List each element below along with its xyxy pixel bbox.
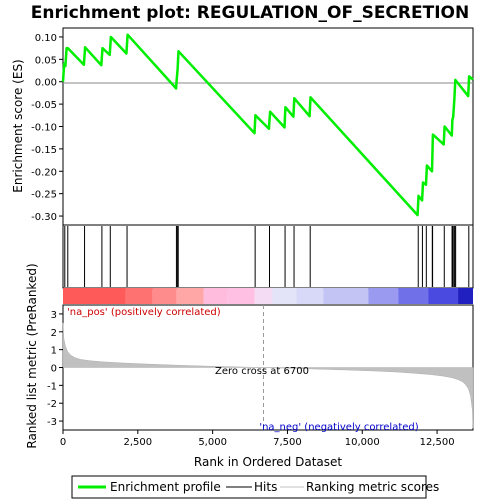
metric-y-tick-label: -1 — [47, 381, 57, 392]
enrichment-profile-line — [61, 33, 474, 217]
colorbar-segment — [227, 288, 255, 304]
rank-colorbar — [63, 288, 473, 304]
colorbar-segment — [428, 288, 459, 304]
colorbar-segment — [254, 288, 273, 304]
es-y-axis: 0.10 0.05 0.00 -0.05 -0.10 -0.15 -0.20 -0.25 -0.… — [31, 33, 63, 223]
colorbar-segment — [368, 288, 399, 304]
es-y-tick-label: -0.10 — [31, 123, 57, 134]
x-tick-label: 12,500 — [420, 437, 455, 448]
pos-correlated-label: 'na_pos' (positively correlated) — [67, 307, 221, 318]
chart-title: Enrichment plot: REGULATION_OF_SECRETION — [31, 3, 469, 23]
es-y-tick-label: 0.05 — [35, 55, 57, 66]
hits-panel — [62, 224, 474, 289]
colorbar-segment — [176, 288, 204, 304]
metric-y-tick-label: 3 — [51, 310, 57, 321]
zero-cross-label: Zero cross at 6700 — [215, 366, 309, 377]
metric-y-tick-label: 2 — [51, 328, 57, 339]
metric-y-axis-label: Ranked list metric (PreRanked) — [25, 263, 39, 448]
neg-correlated-label: 'na_neg' (negatively correlated) — [259, 422, 418, 433]
colorbar-segment — [296, 288, 324, 304]
colorbar-segment — [272, 288, 297, 304]
x-tick-label: 10,000 — [345, 437, 380, 448]
ranking-metric-area — [62, 322, 474, 429]
x-tick-label: 2,500 — [123, 437, 152, 448]
legend-metric-label: Ranking metric scores — [306, 480, 439, 494]
es-y-tick-label: -0.20 — [31, 167, 57, 178]
x-tick-label: 7,500 — [273, 437, 302, 448]
metric-y-axis: 3 2 1 0 -1 -2 -3 — [47, 310, 63, 428]
es-y-axis-label: Enrichment score (ES) — [11, 59, 25, 192]
metric-y-tick-label: -2 — [47, 399, 57, 410]
colorbar-segment — [323, 288, 369, 304]
es-y-tick-label: 0.00 — [35, 78, 57, 89]
x-tick-label: 0 — [60, 437, 66, 448]
colorbar-segment — [458, 288, 473, 304]
x-tick-label: 5,000 — [198, 437, 227, 448]
colorbar-segment — [203, 288, 228, 304]
legend-enrichment-label: Enrichment profile — [110, 480, 221, 494]
es-y-tick-label: -0.25 — [31, 190, 57, 201]
legend-hits-label: Hits — [254, 480, 277, 494]
x-axis-label: Rank in Ordered Dataset — [194, 455, 342, 469]
es-y-tick-label: 0.10 — [35, 33, 57, 44]
es-y-tick-label: -0.30 — [31, 212, 57, 223]
legend: Enrichment profile Hits Ranking metric s… — [71, 475, 439, 499]
es-y-tick-label: -0.05 — [31, 100, 57, 111]
metric-x-axis: 0 2,500 5,000 7,500 10,000 12,500 — [60, 430, 455, 448]
metric-y-tick-label: -3 — [47, 417, 57, 428]
metric-y-tick-label: 0 — [51, 364, 57, 375]
colorbar-segment — [398, 288, 429, 304]
colorbar-segment — [125, 288, 153, 304]
colorbar-segment — [152, 288, 177, 304]
metric-y-tick-label: 1 — [51, 346, 57, 357]
hit-marks — [64, 226, 470, 287]
colorbar-segment — [63, 288, 126, 304]
es-y-tick-label: -0.15 — [31, 145, 57, 156]
